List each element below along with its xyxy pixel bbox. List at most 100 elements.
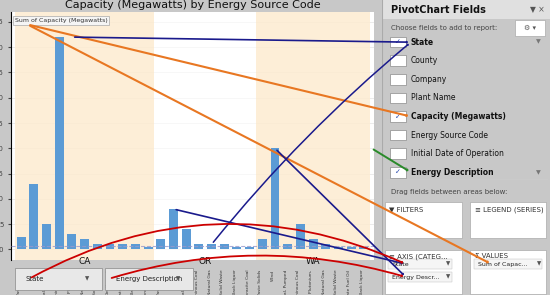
Text: Anthracite Coal: Anthracite Coal xyxy=(246,270,250,295)
Text: Subbituminous Coal: Subbituminous Coal xyxy=(296,270,300,295)
FancyBboxPatch shape xyxy=(390,37,406,47)
Text: Drag fields between areas below:: Drag fields between areas below: xyxy=(390,189,507,195)
Text: ▼: ▼ xyxy=(85,276,90,281)
Text: WA: WA xyxy=(306,257,320,266)
Text: Energy Descr...: Energy Descr... xyxy=(392,275,440,279)
Text: Nuclear (Uranium, Plutonium,: Nuclear (Uranium, Plutonium, xyxy=(68,270,72,295)
Bar xyxy=(233,247,241,250)
Bar xyxy=(207,245,216,250)
Text: Choose fields to add to report:: Choose fields to add to report: xyxy=(390,25,497,31)
FancyBboxPatch shape xyxy=(470,250,546,294)
Bar xyxy=(194,245,204,250)
FancyBboxPatch shape xyxy=(390,93,406,103)
Bar xyxy=(68,234,76,250)
Title: Capacity (Megawatts) by Energy Source Code: Capacity (Megawatts) by Energy Source Co… xyxy=(65,0,320,10)
Bar xyxy=(144,247,152,250)
Bar xyxy=(156,239,165,250)
Bar xyxy=(283,245,292,250)
Text: Capacity (Megawatts): Capacity (Megawatts) xyxy=(411,112,505,121)
Text: Distillate Fuel Oil: Distillate Fuel Oil xyxy=(347,270,351,295)
Text: ✓: ✓ xyxy=(395,169,401,175)
Text: Water (Conventional, Pumped: Water (Conventional, Pumped xyxy=(182,270,186,295)
Text: Subbituminous Coal: Subbituminous Coal xyxy=(195,270,199,295)
Text: Wood/Wood Waste Solids: Wood/Wood Waste Solids xyxy=(157,270,161,295)
Text: PivotChart Fields: PivotChart Fields xyxy=(390,5,486,15)
Text: State: State xyxy=(392,262,409,266)
Bar xyxy=(220,245,229,250)
Bar xyxy=(169,209,178,250)
Text: Energy Description: Energy Description xyxy=(411,168,493,177)
FancyBboxPatch shape xyxy=(390,167,406,178)
Text: Subbituminous Coal: Subbituminous Coal xyxy=(55,270,59,295)
Text: Energy Description: Energy Description xyxy=(116,276,183,282)
Text: ▼ FILTERS: ▼ FILTERS xyxy=(389,206,423,212)
Bar xyxy=(321,245,330,250)
Text: Municipal Solid Waste: Municipal Solid Waste xyxy=(334,270,338,295)
Text: Wind: Wind xyxy=(169,270,173,281)
Bar xyxy=(155,12,256,260)
FancyBboxPatch shape xyxy=(388,272,452,282)
Text: ✓: ✓ xyxy=(395,114,401,119)
Text: ▼: ▼ xyxy=(446,262,450,266)
Bar xyxy=(245,247,254,250)
Text: Natural Gas: Natural Gas xyxy=(207,270,212,295)
Text: Black Liquor: Black Liquor xyxy=(360,270,364,295)
FancyBboxPatch shape xyxy=(385,202,462,238)
Bar xyxy=(382,0,550,19)
Text: Sum of Capac...: Sum of Capac... xyxy=(478,262,527,266)
Text: ▼ ×: ▼ × xyxy=(530,5,544,14)
Text: ≡ LEGEND (SERIES): ≡ LEGEND (SERIES) xyxy=(475,206,543,213)
Bar xyxy=(118,245,127,250)
Bar xyxy=(359,247,369,250)
Text: Σ VALUES: Σ VALUES xyxy=(475,253,508,259)
FancyBboxPatch shape xyxy=(390,130,406,140)
Text: Distillate Fuel Oil: Distillate Fuel Oil xyxy=(119,270,123,295)
Text: ▼: ▼ xyxy=(176,276,180,281)
Text: Plant Name: Plant Name xyxy=(411,94,455,102)
Text: Wind: Wind xyxy=(271,270,275,281)
Text: Municipal Solid Waste: Municipal Solid Waste xyxy=(94,270,97,295)
Text: Geothermal: Geothermal xyxy=(106,270,110,295)
Text: Anthracite Coal: Anthracite Coal xyxy=(144,270,148,295)
FancyBboxPatch shape xyxy=(390,55,406,66)
Bar xyxy=(55,37,64,250)
Text: Initial Date of Operation: Initial Date of Operation xyxy=(411,149,504,158)
Text: ▼: ▼ xyxy=(537,262,541,266)
FancyBboxPatch shape xyxy=(515,20,545,36)
Text: OR: OR xyxy=(199,257,212,266)
FancyBboxPatch shape xyxy=(470,202,546,238)
Text: Natural Gas: Natural Gas xyxy=(322,270,326,295)
Text: ▼: ▼ xyxy=(446,275,450,279)
FancyBboxPatch shape xyxy=(390,148,406,159)
Bar xyxy=(182,229,191,250)
Text: Wood/Wood Waste Solids: Wood/Wood Waste Solids xyxy=(258,270,262,295)
Text: State: State xyxy=(411,38,434,47)
Text: Wood/Wood Waste Solids: Wood/Wood Waste Solids xyxy=(17,270,21,295)
Text: Energy Source Code: Energy Source Code xyxy=(411,131,488,140)
Text: ✓: ✓ xyxy=(395,39,401,45)
Text: Wind: Wind xyxy=(30,270,34,281)
Text: Company: Company xyxy=(411,75,447,84)
FancyBboxPatch shape xyxy=(106,268,192,291)
Bar xyxy=(42,224,51,250)
Bar xyxy=(29,184,38,250)
Text: Black Liquor: Black Liquor xyxy=(233,270,237,295)
Text: County: County xyxy=(411,56,438,65)
Bar xyxy=(271,148,279,250)
FancyBboxPatch shape xyxy=(385,250,462,294)
Bar xyxy=(296,224,305,250)
Text: Sum of Capacity (Megawatts): Sum of Capacity (Megawatts) xyxy=(15,18,107,23)
Text: Water (Conventional, Pumped: Water (Conventional, Pumped xyxy=(42,270,47,295)
Text: Water (Conventional, Pumped: Water (Conventional, Pumped xyxy=(284,270,288,295)
Bar xyxy=(346,247,356,250)
Text: ▼: ▼ xyxy=(536,170,541,175)
Bar xyxy=(80,239,89,250)
Text: Natural Gas: Natural Gas xyxy=(81,270,85,295)
Text: CA: CA xyxy=(79,257,91,266)
Text: Nuclear (Uranium, Plutonium,: Nuclear (Uranium, Plutonium, xyxy=(309,270,313,295)
FancyBboxPatch shape xyxy=(390,111,406,122)
Bar xyxy=(309,239,317,250)
Text: Municipal Solid Waste: Municipal Solid Waste xyxy=(220,270,224,295)
Text: ≡ AXIS (CATEG...: ≡ AXIS (CATEG... xyxy=(389,253,448,260)
Bar xyxy=(15,12,155,260)
